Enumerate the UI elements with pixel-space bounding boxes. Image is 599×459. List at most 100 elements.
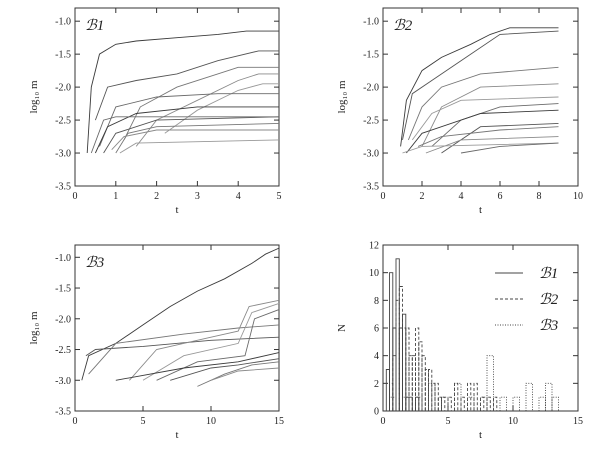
- y-tick-label: -3.0: [55, 149, 71, 160]
- histogram-bar: [411, 355, 416, 411]
- histogram-bar: [525, 382, 533, 411]
- y-tick-label: -2.0: [363, 83, 379, 94]
- series-line: [441, 122, 559, 154]
- y-tick-label: -1.5: [55, 284, 71, 295]
- x-tick-label: 10: [206, 416, 216, 427]
- legend-label: ℬ2: [539, 292, 559, 308]
- histogram-bar: [538, 396, 546, 411]
- y-axis-label: N: [336, 324, 348, 332]
- panel-b1: 0 1 2 3 4 5 -1.0 -1.5 -2.0 -2.5 -3.0 -3.5 t log₁₀ m ℬ1: [28, 7, 282, 216]
- x-tick-label: 2: [420, 191, 425, 202]
- x-tick-label: 1: [113, 191, 118, 202]
- y-tick-label: 12: [369, 241, 379, 252]
- y-tick-label: 0: [374, 407, 379, 418]
- histogram-bar: [447, 396, 452, 411]
- y-tick-label: -3.0: [363, 149, 379, 160]
- x-tick-label: 15: [274, 416, 284, 427]
- y-axis-label: log₁₀ m: [336, 80, 348, 113]
- series-line: [88, 324, 280, 375]
- x-tick-label: 5: [446, 416, 451, 427]
- histogram-bar: [421, 355, 426, 411]
- x-tick-label: 0: [73, 416, 78, 427]
- histogram-bar: [493, 396, 498, 411]
- x-tick-label: 5: [277, 191, 282, 202]
- histogram-bar: [431, 382, 436, 411]
- series-line: [421, 83, 559, 147]
- panel-label: ℬ2: [393, 18, 413, 34]
- x-tick-label: 6: [498, 191, 503, 202]
- series-line: [86, 30, 279, 154]
- histogram-bar: [512, 396, 520, 411]
- x-tick-label: 3: [195, 191, 200, 202]
- series-line: [425, 136, 559, 154]
- y-tick-label: -2.5: [363, 116, 379, 127]
- y-tick-label: -2.0: [55, 83, 71, 94]
- y-tick-label: 6: [374, 324, 379, 335]
- histogram-bar: [441, 396, 449, 411]
- panel-label: ℬ3: [85, 255, 104, 271]
- series-line: [115, 352, 280, 381]
- histogram-bar: [437, 396, 442, 411]
- histogram-bar: [454, 382, 459, 411]
- y-tick-label: -2.5: [55, 345, 71, 356]
- x-tick-label: 2: [154, 191, 159, 202]
- histogram-bar: [480, 396, 488, 411]
- y-tick-label: -2.5: [55, 116, 71, 127]
- histogram-bar: [395, 258, 400, 411]
- histogram-bar: [499, 396, 507, 411]
- series-line: [417, 126, 559, 147]
- series-line: [85, 336, 280, 357]
- histogram-bar: [428, 382, 436, 411]
- y-tick-label: -1.0: [55, 253, 71, 264]
- series-line: [103, 116, 280, 154]
- panel-histogram: 0 5 10 15 0 2 4 6 8 10 12 t N ℬ1 ℬ2 ℬ3: [336, 241, 583, 442]
- histogram-bar: [392, 355, 397, 411]
- series-line: [142, 302, 280, 381]
- x-axis-label: t: [479, 204, 482, 216]
- series-line: [402, 30, 559, 140]
- y-tick-label: -3.5: [55, 407, 71, 418]
- histogram-bar: [408, 396, 413, 411]
- series-line: [94, 106, 279, 154]
- series-line: [402, 142, 559, 154]
- series-line: [129, 299, 280, 381]
- y-tick-label: 4: [374, 351, 379, 362]
- series-line: [411, 96, 559, 141]
- panel-label: ℬ1: [85, 18, 104, 34]
- series-line: [94, 50, 279, 121]
- x-tick-label: 5: [141, 416, 146, 427]
- y-tick-label: -3.0: [55, 376, 71, 387]
- histogram-bar: [408, 355, 413, 411]
- plot-frame: [74, 7, 280, 187]
- histogram-bar: [460, 396, 465, 411]
- histogram-bar: [385, 369, 390, 411]
- series-line: [111, 129, 279, 151]
- series-line: [400, 27, 559, 147]
- series-line: [170, 358, 280, 381]
- histogram-bar: [389, 272, 394, 411]
- y-tick-label: -1.0: [55, 17, 71, 28]
- series-line: [90, 116, 279, 154]
- y-tick-label: 2: [374, 379, 379, 390]
- histogram-bar: [428, 369, 433, 411]
- x-tick-label: 4: [459, 191, 464, 202]
- series-line: [135, 73, 279, 147]
- histogram-bar: [415, 327, 420, 411]
- y-tick-label: 10: [369, 268, 379, 279]
- x-tick-label: 0: [381, 416, 386, 427]
- series-line: [115, 122, 280, 154]
- plot-frame: [74, 244, 280, 412]
- series-line: [119, 139, 280, 154]
- series-line: [99, 93, 279, 147]
- series-line: [123, 66, 279, 141]
- histogram-bar: [402, 313, 407, 411]
- histogram-bar: [424, 369, 429, 411]
- y-axis-label: log₁₀ m: [28, 311, 40, 344]
- x-axis-label: t: [175, 429, 178, 441]
- histogram-bar: [405, 396, 410, 411]
- plot-frame: [382, 7, 579, 187]
- y-tick-label: -3.5: [363, 182, 379, 193]
- histogram-bar: [545, 382, 553, 411]
- histogram-bar: [434, 382, 439, 411]
